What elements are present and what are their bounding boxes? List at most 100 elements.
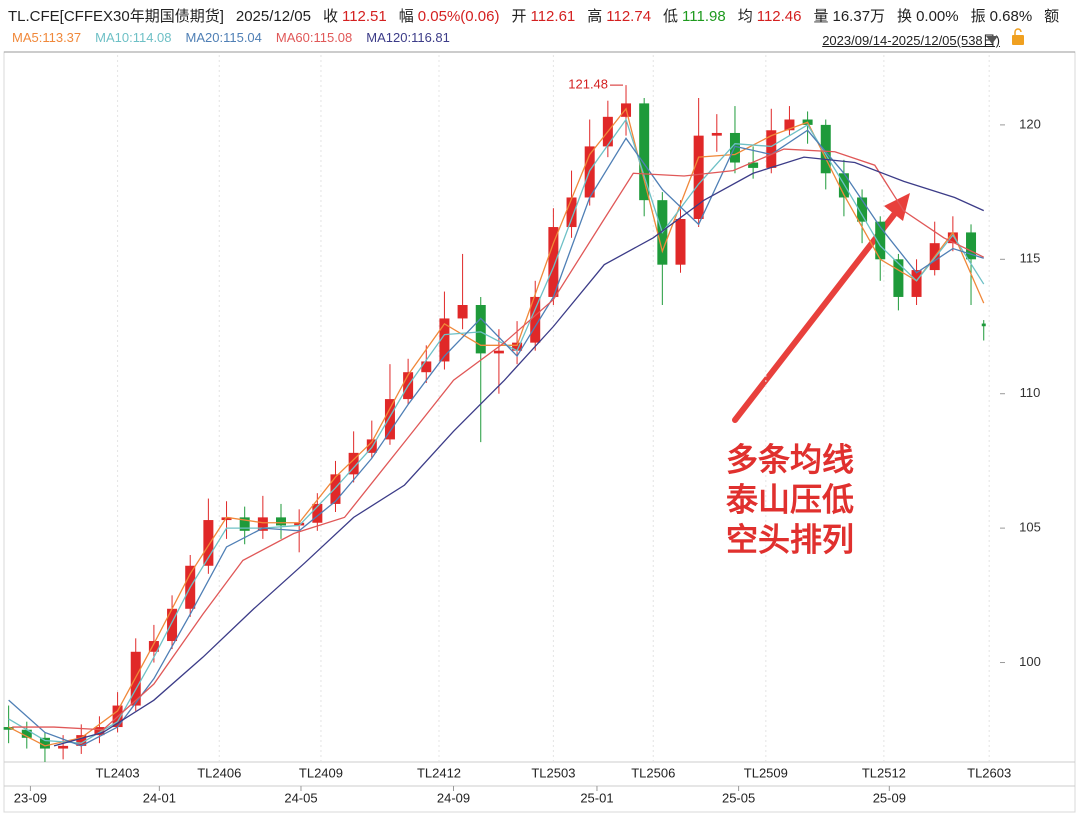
candle-body: [857, 197, 868, 222]
candle-body: [512, 342, 523, 351]
annotation-arrow: [732, 209, 899, 423]
candle-body: [148, 641, 159, 652]
annotation: 空头排列: [726, 521, 854, 557]
high-label: 121.48: [568, 77, 608, 92]
candle-body: [421, 361, 432, 373]
candle-body: [838, 173, 849, 198]
stat-value: 112.61: [530, 8, 576, 25]
candle-body: [312, 503, 323, 523]
candle-body: [348, 452, 359, 475]
stat-value: 112.51: [341, 8, 387, 25]
contract-label: TL2503: [531, 765, 575, 780]
contract-label: TL2506: [631, 765, 675, 780]
x-tick-label: 23-09: [14, 790, 47, 805]
lock-icon[interactable]: [1012, 35, 1024, 45]
contract-label: TL2406: [197, 765, 241, 780]
candle-body: [875, 221, 886, 260]
annotation: 多条均线: [726, 441, 854, 477]
y-tick-label: 110: [1020, 385, 1041, 400]
candle-body: [439, 318, 450, 362]
stat-label: 换: [897, 8, 913, 25]
ma-line: [8, 118, 985, 744]
stat-value: 0.05%(0.06): [417, 8, 500, 25]
ma-line: [53, 156, 985, 747]
x-tick-label: 25-01: [580, 790, 613, 805]
dropdown-icon[interactable]: [986, 36, 998, 44]
candle-body: [203, 520, 214, 566]
candle-body: [981, 323, 986, 327]
candle-body: [167, 608, 178, 642]
candle-body: [639, 103, 650, 201]
candle-body: [947, 232, 958, 244]
symbol: TL.CFE[CFFEX30年期国债期货]: [8, 8, 224, 25]
stat-value: 111.98: [682, 8, 726, 25]
frame: [3, 51, 1076, 813]
candle-body: [221, 517, 232, 521]
header: TL.CFE[CFFEX30年期国债期货] 2025/12/05 收 112.51 幅 0…: [8, 5, 1063, 26]
candle-body: [548, 227, 559, 297]
candle-body: [893, 259, 904, 297]
candle-body: [457, 305, 468, 319]
candle-body: [566, 197, 577, 228]
x-tick-label: 24-01: [143, 790, 176, 805]
stat-label: 幅: [398, 8, 414, 25]
date-range[interactable]: 2023/09/14-2025/12/05(538日): [822, 33, 1000, 48]
ma-line: [8, 107, 985, 747]
candle-body: [366, 439, 377, 453]
candle-body: [3, 727, 14, 730]
candle-body: [820, 124, 831, 174]
candle-body: [711, 132, 722, 136]
legend-entry: MA60:115.08: [275, 30, 353, 45]
candle-body: [94, 727, 105, 736]
stat-label: 低: [663, 8, 679, 25]
ma-line: [12, 148, 985, 731]
stat-value: 112.74: [606, 8, 652, 25]
candle-body: [58, 745, 69, 749]
lock-icon: [1014, 28, 1022, 35]
contract-label: TL2509: [744, 765, 788, 780]
stat-label: 开: [511, 8, 527, 25]
candle-body: [294, 522, 305, 526]
candle-body: [39, 737, 50, 749]
candle-body: [276, 517, 287, 526]
candle-body: [330, 474, 341, 504]
date: 2025/12/05: [235, 8, 311, 25]
legend: MA5:113.37 MA10:114.08 MA20:115.04 MA60:115…: [12, 30, 464, 45]
stat-value: 0.00%: [916, 8, 959, 25]
x-tick-label: 25-05: [722, 790, 755, 805]
stat-label: 额: [1044, 8, 1060, 25]
candle-body: [911, 270, 922, 297]
stat-label: 均: [737, 8, 753, 25]
stat-label: 量: [813, 8, 829, 25]
candle-body: [966, 232, 977, 260]
contract-label: TL2412: [417, 765, 461, 780]
annotation-arrow-head: [884, 193, 910, 221]
candle-body: [530, 296, 541, 343]
candle-body: [76, 735, 87, 746]
candle-body: [766, 130, 777, 168]
candle-body: [475, 305, 486, 354]
candle-body: [675, 218, 686, 265]
legend-entry: MA5:113.37: [12, 30, 82, 45]
legend-entry: MA10:114.08: [95, 30, 172, 45]
x-tick-label: 25-09: [873, 790, 906, 805]
y-tick-label: 115: [1020, 251, 1041, 266]
stat-label: 高: [587, 8, 603, 25]
contract-label: TL2409: [299, 765, 343, 780]
contract-label: TL2403: [96, 765, 140, 780]
candle-body: [693, 135, 704, 219]
candle-body: [384, 399, 395, 440]
legend-entry: MA120:116.81: [366, 30, 450, 45]
candle-body: [257, 517, 268, 531]
candle-body: [21, 729, 32, 738]
x-tick-label: 24-05: [284, 790, 317, 805]
candle-body: [748, 162, 759, 168]
legend-entry: MA20:115.04: [185, 30, 262, 45]
stat-label: 收: [322, 8, 338, 25]
annotation: 泰山压低: [726, 481, 854, 517]
y-tick-label: 100: [1019, 654, 1041, 669]
stat-value: 0.68%: [989, 8, 1033, 25]
contract-label: TL2512: [862, 765, 906, 780]
